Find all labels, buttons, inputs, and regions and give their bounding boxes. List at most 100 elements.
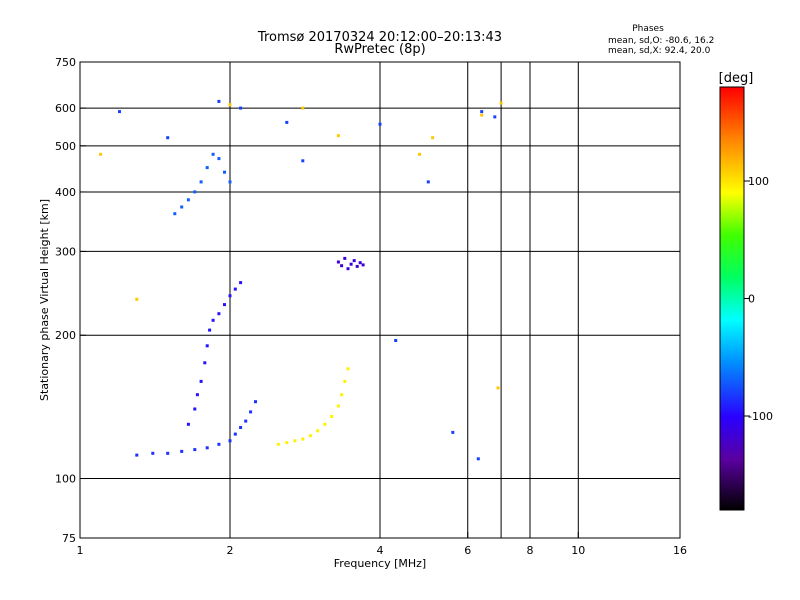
data-point-3-10	[343, 379, 347, 383]
data-point-5-8	[426, 180, 430, 184]
plot-grid	[79, 62, 681, 538]
data-point-1-10	[228, 294, 232, 298]
data-point-4-4	[349, 262, 353, 266]
chart-subtitle: RwPretec (8p)	[334, 42, 425, 57]
data-point-3-3	[301, 437, 305, 441]
data-point-0-5	[205, 446, 209, 450]
colorbar-tick-label-1: 0	[748, 293, 755, 306]
data-point-4-8	[361, 263, 365, 267]
y-tick-label-3: 300	[55, 245, 76, 258]
data-point-3-2	[293, 439, 297, 443]
data-point-6-8	[496, 386, 500, 390]
data-point-6-0	[99, 152, 103, 156]
data-point-5-11	[480, 110, 484, 114]
data-point-6-4	[336, 134, 340, 138]
data-point-4-1	[340, 264, 344, 268]
y-tick-label-2: 200	[55, 329, 76, 342]
data-point-0-6	[217, 442, 221, 446]
data-point-5-2	[217, 99, 221, 103]
data-point-1-1	[193, 407, 197, 411]
y-tick-label-6: 600	[55, 102, 76, 115]
data-point-2-6	[211, 152, 215, 156]
data-point-5-4	[285, 120, 289, 124]
colorbar-tick-label-2: 100	[748, 175, 769, 188]
x-axis-ticks: 1 2 4 6 8 10 16	[77, 532, 687, 557]
data-point-3-7	[330, 415, 334, 418]
data-point-4-7	[358, 261, 362, 265]
y-tick-label-7: 750	[55, 56, 76, 69]
colorbar	[719, 86, 745, 511]
data-point-0-3	[180, 449, 184, 453]
colorbar-ticks: -100 0 100	[744, 175, 773, 423]
x-tick-label-5: 10	[571, 544, 585, 557]
y-axis-ticks: 75 100 200 300 400 500 600 750	[55, 56, 86, 545]
x-tick-label-2: 4	[377, 544, 384, 557]
stats-line-x: mean, sd,X: 92.4, 20.0	[608, 46, 711, 56]
data-point-1-0	[186, 422, 190, 426]
data-point-6-1	[135, 297, 139, 301]
data-point-1-6	[208, 328, 212, 332]
data-point-1-4	[203, 361, 207, 365]
data-point-0-1	[151, 451, 155, 455]
x-tick-label-0: 1	[77, 544, 84, 557]
data-point-3-5	[316, 429, 320, 433]
data-point-6-7	[480, 113, 484, 117]
x-tick-label-3: 6	[464, 544, 471, 557]
data-point-5-1	[166, 136, 170, 140]
data-point-2-4	[199, 180, 203, 184]
data-point-3-9	[340, 393, 344, 397]
data-point-5-5	[301, 159, 305, 163]
y-tick-label-0: 75	[62, 532, 76, 545]
data-point-5-6	[378, 122, 382, 126]
data-point-2-3	[193, 190, 197, 194]
data-point-6-6	[431, 136, 435, 140]
data-point-3-1	[285, 441, 289, 445]
data-point-3-6	[323, 422, 327, 426]
data-point-3-11	[346, 367, 350, 371]
data-points	[99, 99, 503, 461]
data-point-0-7	[228, 439, 232, 443]
data-point-0-2	[166, 451, 170, 455]
data-point-0-0	[135, 453, 139, 457]
data-point-4-6	[355, 264, 359, 268]
data-point-1-2	[195, 393, 199, 397]
x-tick-label-4: 8	[527, 544, 534, 557]
data-point-4-3	[346, 267, 350, 271]
stats-line-o: mean, sd,O: -80.6, 16.2	[608, 36, 714, 46]
data-point-2-9	[228, 180, 232, 184]
data-point-2-1	[180, 205, 184, 209]
data-point-1-9	[223, 303, 226, 307]
data-point-1-5	[205, 344, 209, 348]
data-point-2-7	[217, 157, 221, 161]
y-axis-label: Stationary phase Virtual Height [km]	[38, 199, 51, 401]
data-point-3-4	[308, 434, 312, 438]
data-point-2-2	[186, 198, 190, 202]
data-point-2-5	[205, 166, 209, 170]
chart-title: Tromsø 20170324 20:12:00–20:13:43	[257, 30, 502, 45]
y-tick-label-4: 400	[55, 186, 76, 199]
data-point-1-8	[217, 312, 221, 316]
data-point-1-7	[211, 318, 215, 322]
y-tick-label-1: 100	[55, 473, 76, 486]
x-tick-label-6: 16	[673, 544, 687, 557]
data-point-0-10	[244, 419, 248, 423]
data-point-1-12	[239, 281, 243, 285]
data-point-6-2	[228, 103, 232, 107]
data-point-4-2	[343, 256, 347, 260]
data-point-4-0	[336, 260, 340, 264]
y-tick-label-5: 500	[55, 140, 76, 153]
data-point-2-0	[173, 212, 177, 216]
data-point-5-9	[451, 430, 455, 434]
data-point-0-9	[239, 426, 243, 429]
data-point-0-4	[193, 448, 197, 452]
stats-title: Phases	[632, 24, 664, 34]
x-tick-label-1: 2	[227, 544, 234, 557]
colorbar-unit: [deg]	[719, 71, 754, 86]
data-point-4-5	[352, 259, 356, 263]
data-point-6-3	[301, 106, 305, 110]
data-point-5-12	[493, 115, 497, 119]
colorbar-tick-label-0: -100	[748, 410, 773, 423]
data-point-0-12	[254, 400, 257, 404]
data-point-6-5	[418, 152, 421, 156]
